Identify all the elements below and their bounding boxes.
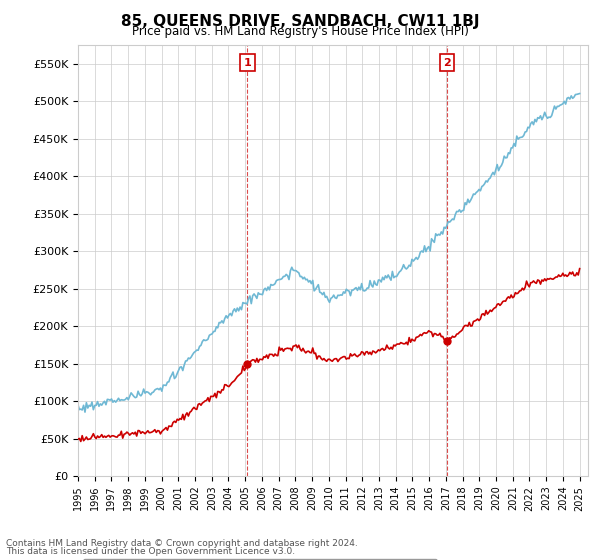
Text: Price paid vs. HM Land Registry's House Price Index (HPI): Price paid vs. HM Land Registry's House … — [131, 25, 469, 38]
Legend: 85, QUEENS DRIVE, SANDBACH, CW11 1BJ (detached house), HPI: Average price, detac: 85, QUEENS DRIVE, SANDBACH, CW11 1BJ (de… — [83, 559, 437, 560]
Text: This data is licensed under the Open Government Licence v3.0.: This data is licensed under the Open Gov… — [6, 548, 295, 557]
Text: 1: 1 — [244, 58, 251, 68]
Text: 85, QUEENS DRIVE, SANDBACH, CW11 1BJ: 85, QUEENS DRIVE, SANDBACH, CW11 1BJ — [121, 14, 479, 29]
Text: Contains HM Land Registry data © Crown copyright and database right 2024.: Contains HM Land Registry data © Crown c… — [6, 539, 358, 548]
Text: 2: 2 — [443, 58, 451, 68]
